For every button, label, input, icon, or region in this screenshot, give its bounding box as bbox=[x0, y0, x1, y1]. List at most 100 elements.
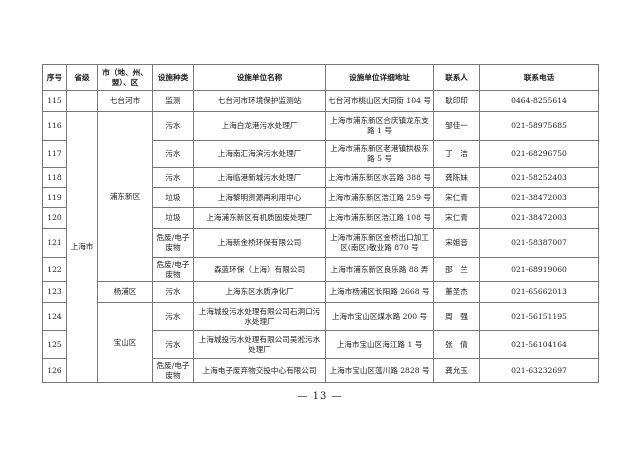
cell-province bbox=[66, 90, 98, 112]
cell-type: 污水 bbox=[152, 167, 194, 188]
cell-contact: 邵 兰 bbox=[433, 257, 480, 282]
cell-type: 监测 bbox=[152, 90, 194, 112]
cell-city: 宝山区 bbox=[97, 302, 153, 383]
table-row: 124 宝山区 污水 上海城投污水处理有限公司石洞口污水处理厂 上海市宝山区煤水路 20… bbox=[42, 302, 599, 383]
cell-phone: 021-56104164 bbox=[479, 330, 599, 359]
cell-contact: 龚允玉 bbox=[433, 358, 480, 383]
cell-contact: 邹佳一 bbox=[433, 111, 480, 141]
cell-no: 123 bbox=[42, 281, 67, 303]
header-city: 市（地、州、盟）、区 bbox=[97, 64, 153, 91]
cell-type: 垃圾 bbox=[152, 207, 194, 229]
cell-name: 森蓝环保（上海）有限公司 bbox=[193, 257, 326, 282]
header-address: 设施单位详细地址 bbox=[325, 64, 434, 91]
cell-no: 116 bbox=[42, 111, 67, 141]
cell-phone: 0464-8255614 bbox=[479, 90, 599, 112]
cell-phone: 021-58252403 bbox=[479, 167, 599, 188]
cell-phone: 021-68919060 bbox=[479, 257, 599, 282]
cell-type: 污水 bbox=[152, 330, 194, 359]
cell-no: 126 bbox=[42, 358, 67, 383]
cell-address: 上海市浦东新区良乐路 88 弄 bbox=[325, 257, 434, 282]
table-row: 125 污水 上海城投污水处理有限公司吴淞污水处理厂 上海市宝山区海江路 1 号张 倩… bbox=[42, 330, 599, 359]
cell-contact: 宋仁青 bbox=[433, 207, 480, 229]
header-phone: 联系电话 bbox=[479, 64, 599, 91]
header-type: 设施种类 bbox=[152, 64, 194, 91]
cell-address: 上海市浦东新区水芸路 388 号 bbox=[325, 167, 434, 188]
cell-province: 上海市 bbox=[66, 111, 98, 383]
cell-no: 118 bbox=[42, 167, 67, 188]
cell-name: 上海临港新城污水处理厂 bbox=[193, 167, 326, 188]
header-contact: 联系人 bbox=[433, 64, 480, 91]
cell-contact: 张 倩 bbox=[433, 330, 480, 359]
cell-address: 上海市浦东新区浩江路 259 号 bbox=[325, 187, 434, 208]
cell-name: 上海白龙港污水处理厂 bbox=[193, 111, 326, 141]
cell-name: 上海城投污水处理有限公司石洞口污水处理厂 bbox=[193, 302, 326, 331]
cell-phone: 021-65662013 bbox=[479, 281, 599, 303]
cell-no: 115 bbox=[42, 90, 67, 112]
cell-contact: 宋仁青 bbox=[433, 187, 480, 208]
cell-address: 七台河市桃山区大同街 104 号 bbox=[325, 90, 434, 112]
cell-type: 污水 bbox=[152, 281, 194, 303]
table-row: 118 污水 上海临港新城污水处理厂 上海市浦东新区水芸路 388 号龚陈妹 021-5… bbox=[42, 167, 599, 188]
cell-contact: 龚陈妹 bbox=[433, 167, 480, 188]
header-province: 省级 bbox=[66, 64, 98, 91]
table-row: 122 危废/电子废物 森蓝环保（上海）有限公司 上海市浦东新区良乐路 88 弄邵 兰… bbox=[42, 257, 599, 282]
table-row: 126 危废/电子废物 上海电子废弃物交投中心有限公司 上海市宝山区蕰川路 2828 … bbox=[42, 358, 599, 383]
cell-type: 危废/电子废物 bbox=[152, 257, 194, 282]
cell-no: 119 bbox=[42, 187, 67, 208]
cell-address: 上海市浦东新区金桥出口加工区(南区)敬业路 870 号 bbox=[325, 228, 434, 258]
cell-no: 121 bbox=[42, 228, 67, 258]
cell-address: 上海市浦东新区浩江路 108 号 bbox=[325, 207, 434, 229]
cell-name: 上海新金桥环保有限公司 bbox=[193, 228, 326, 258]
cell-contact: 周 强 bbox=[433, 302, 480, 331]
cell-phone: 021-38472003 bbox=[479, 187, 599, 208]
cell-name: 上海黎明资源再利用中心 bbox=[193, 187, 326, 208]
cell-contact: 丁 洁 bbox=[433, 140, 480, 168]
header-no: 序号 bbox=[42, 64, 67, 91]
cell-address: 上海市宝山区海江路 1 号 bbox=[325, 330, 434, 359]
table-row: 121 危废/电子废物 上海新金桥环保有限公司 上海市浦东新区金桥出口加工区(南区)敬… bbox=[42, 228, 599, 258]
cell-address: 上海市浦东新区老港镇拱极东路 5 号 bbox=[325, 140, 434, 168]
cell-name: 上海城投污水处理有限公司吴淞污水处理厂 bbox=[193, 330, 326, 359]
cell-phone: 021-63232697 bbox=[479, 358, 599, 383]
cell-phone: 021-38472003 bbox=[479, 207, 599, 229]
cell-no: 122 bbox=[42, 257, 67, 282]
table-row: 123 杨浦区 污水 上海东区水质净化厂 上海市杨浦区长阳路 2668 号董圣杰 021-… bbox=[42, 281, 599, 303]
header-name: 设施单位名称 bbox=[193, 64, 326, 91]
table-row: 119 垃圾 上海黎明资源再利用中心 上海市浦东新区浩江路 259 号宋仁青 021-3… bbox=[42, 187, 599, 208]
cell-type: 危废/电子废物 bbox=[152, 358, 194, 383]
cell-no: 125 bbox=[42, 330, 67, 359]
cell-contact: 董圣杰 bbox=[433, 281, 480, 303]
cell-name: 上海东区水质净化厂 bbox=[193, 281, 326, 303]
table-header-row: 序号 省级 市（地、州、盟）、区 设施种类 设施单位名称 设施单位详细地址 联系… bbox=[42, 64, 599, 91]
table-row: 116 上海市 浦东新区 污水 上海白龙港污水处理厂 上海市浦东新区合庆镇龙东支路 1 号… bbox=[42, 111, 599, 383]
cell-phone: 021-56151195 bbox=[479, 302, 599, 331]
cell-address: 上海市浦东新区合庆镇龙东支路 1 号 bbox=[325, 111, 434, 141]
cell-name: 七台河市环境保护监测站 bbox=[193, 90, 326, 112]
cell-city: 浦东新区 bbox=[97, 111, 153, 282]
cell-address: 上海市杨浦区长阳路 2668 号 bbox=[325, 281, 434, 303]
table-row: 120 垃圾 上海浦东新区有机质固废处理厂 上海市浦东新区浩江路 108 号宋仁青 02… bbox=[42, 207, 599, 229]
cell-contact: 宋姐音 bbox=[433, 228, 480, 258]
cell-no: 120 bbox=[42, 207, 67, 229]
cell-phone: 021-68296750 bbox=[479, 140, 599, 168]
cell-city: 杨浦区 bbox=[97, 281, 153, 303]
cell-name: 上海电子废弃物交投中心有限公司 bbox=[193, 358, 326, 383]
cell-type: 污水 bbox=[152, 140, 194, 168]
cell-phone: 021-58387007 bbox=[479, 228, 599, 258]
cell-city: 七台河市 bbox=[97, 90, 153, 112]
cell-no: 124 bbox=[42, 302, 67, 331]
cell-type: 污水 bbox=[152, 111, 194, 141]
cell-address: 上海市宝山区煤水路 200 号 bbox=[325, 302, 434, 331]
cell-name: 上海南汇海滨污水处理厂 bbox=[193, 140, 326, 168]
cell-no: 117 bbox=[42, 140, 67, 168]
cell-address: 上海市宝山区蕰川路 2828 号 bbox=[325, 358, 434, 383]
cell-type: 污水 bbox=[152, 302, 194, 331]
cell-contact: 耿印印 bbox=[433, 90, 480, 112]
cell-name: 上海浦东新区有机质固废处理厂 bbox=[193, 207, 326, 229]
cell-type: 垃圾 bbox=[152, 187, 194, 208]
page-number: — 13 — bbox=[297, 391, 343, 402]
cell-phone: 021-58975685 bbox=[479, 111, 599, 141]
facility-table: 序号 省级 市（地、州、盟）、区 设施种类 设施单位名称 设施单位详细地址 联系… bbox=[42, 64, 599, 383]
table-row: 115 七台河市 监测 七台河市环境保护监测站 七台河市桃山区大同街 104 号耿印印 0… bbox=[42, 90, 599, 112]
cell-type: 危废/电子废物 bbox=[152, 228, 194, 258]
